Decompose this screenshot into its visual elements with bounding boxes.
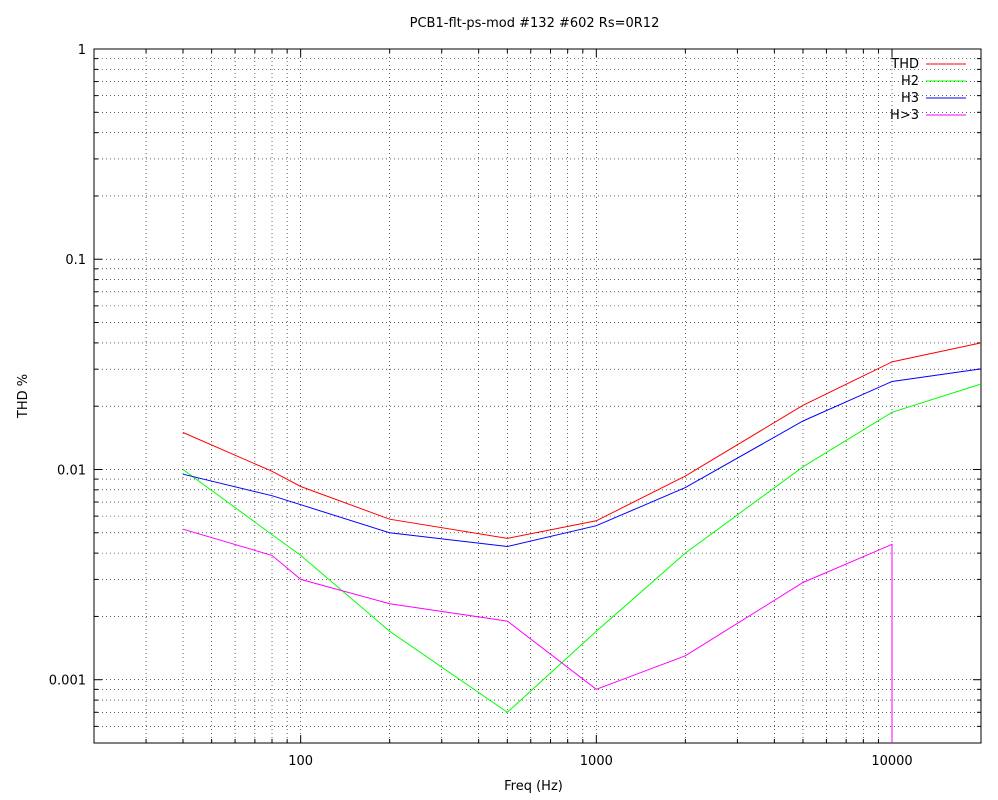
y-tick-label: 1 xyxy=(78,43,86,58)
ticks: 100 1000 10000 0.001 0.01 0.1 1 xyxy=(49,43,982,769)
y-tick-label: 0.001 xyxy=(49,674,86,689)
series-lines xyxy=(182,342,982,743)
series-line-4 xyxy=(182,528,893,743)
y-tick-label: 0.1 xyxy=(65,253,86,268)
legend: THD H2 H3 H>3 xyxy=(890,57,966,123)
chart-title: PCB1-flt-ps-mod #132 #602 Rs=0R12 xyxy=(410,16,660,31)
y-axis-label: THD % xyxy=(16,374,31,419)
x-tick-label: 1000 xyxy=(580,754,613,769)
legend-label: H>3 xyxy=(890,108,919,123)
series-line-3 xyxy=(182,368,982,548)
x-tick-label: 10000 xyxy=(871,754,912,769)
y-tick-label: 0.01 xyxy=(57,463,86,478)
legend-label: H3 xyxy=(901,91,919,106)
x-axis-label: Freq (Hz) xyxy=(504,779,563,794)
series-line-2 xyxy=(182,383,982,713)
x-tick-label: 100 xyxy=(288,754,313,769)
legend-label: THD xyxy=(890,57,919,72)
plot-area-border xyxy=(93,48,982,744)
legend-label: H2 xyxy=(901,74,919,89)
series-line-1 xyxy=(182,342,982,539)
